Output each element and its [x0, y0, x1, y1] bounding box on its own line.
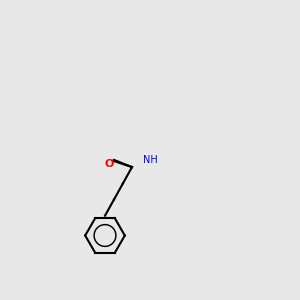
Text: NH: NH [142, 155, 158, 165]
Text: O: O [105, 159, 114, 170]
